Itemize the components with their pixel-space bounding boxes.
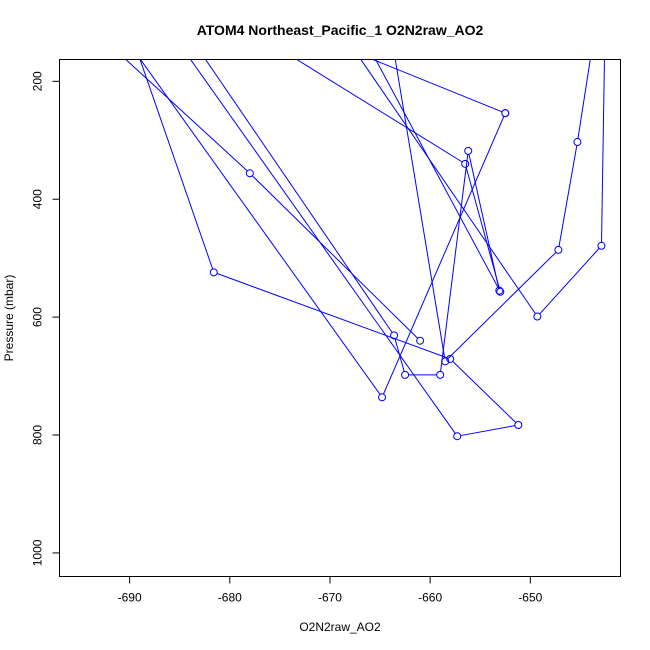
x-tick-label: -670 [318,591,342,605]
series-segment [139,59,214,270]
data-point [554,245,563,254]
series-segment [360,59,536,314]
series-segment [447,252,557,360]
series-segment [139,59,381,395]
series-segment [383,116,505,395]
x-axis-label: O2N2raw_AO2 [299,620,381,634]
data-point [378,393,387,402]
series-segment [558,145,578,247]
data-point [390,331,399,340]
y-axis-label: Pressure (mbar) [2,275,16,362]
series-segment [460,425,515,437]
data-point [461,159,470,168]
series-segment [189,59,456,434]
x-tick-label: -680 [218,591,242,605]
series-segment [452,361,517,423]
data-point [501,109,510,118]
series-segment [468,154,500,288]
data-point [245,169,254,178]
series-segment [371,59,503,113]
series-segment [394,338,405,372]
data-point [446,354,455,363]
x-tick-label: -690 [118,591,142,605]
series-segment [577,59,591,139]
x-axis: -690 -680 -670 -660 -650 [118,576,543,605]
y-tick-label: 200 [31,71,45,91]
data-point [209,268,218,277]
plot-frame [59,59,621,577]
series-segment [251,175,418,339]
series-group [125,59,606,441]
data-point [436,370,445,379]
data-point [416,336,425,345]
data-point [464,146,473,155]
y-axis: 200 400 600 800 1000 [31,71,60,566]
x-tick-label: -660 [418,591,442,605]
data-point [496,287,505,296]
series-segment [204,59,393,333]
y-tick-label: 600 [31,307,45,327]
data-point [401,370,410,379]
plot-area [125,59,606,441]
x-tick-label: -650 [518,591,542,605]
data-point [514,420,523,429]
series-segment [539,248,600,315]
series-segment [295,59,463,163]
series-segment [601,59,605,243]
data-point [533,312,542,321]
data-point [453,432,462,441]
data-point [573,138,582,147]
y-tick-label: 400 [31,189,45,209]
series-segment [216,273,448,359]
chart-title: ATOM4 Northeast_Pacific_1 O2N2raw_AO2 [197,22,484,38]
y-tick-label: 800 [31,425,45,445]
y-tick-label: 1000 [31,539,45,566]
data-point [597,241,606,250]
data-point [495,286,504,295]
series-segment [375,59,500,289]
series-segment [394,59,446,358]
series-segment [440,154,469,372]
series-segment [125,59,248,172]
